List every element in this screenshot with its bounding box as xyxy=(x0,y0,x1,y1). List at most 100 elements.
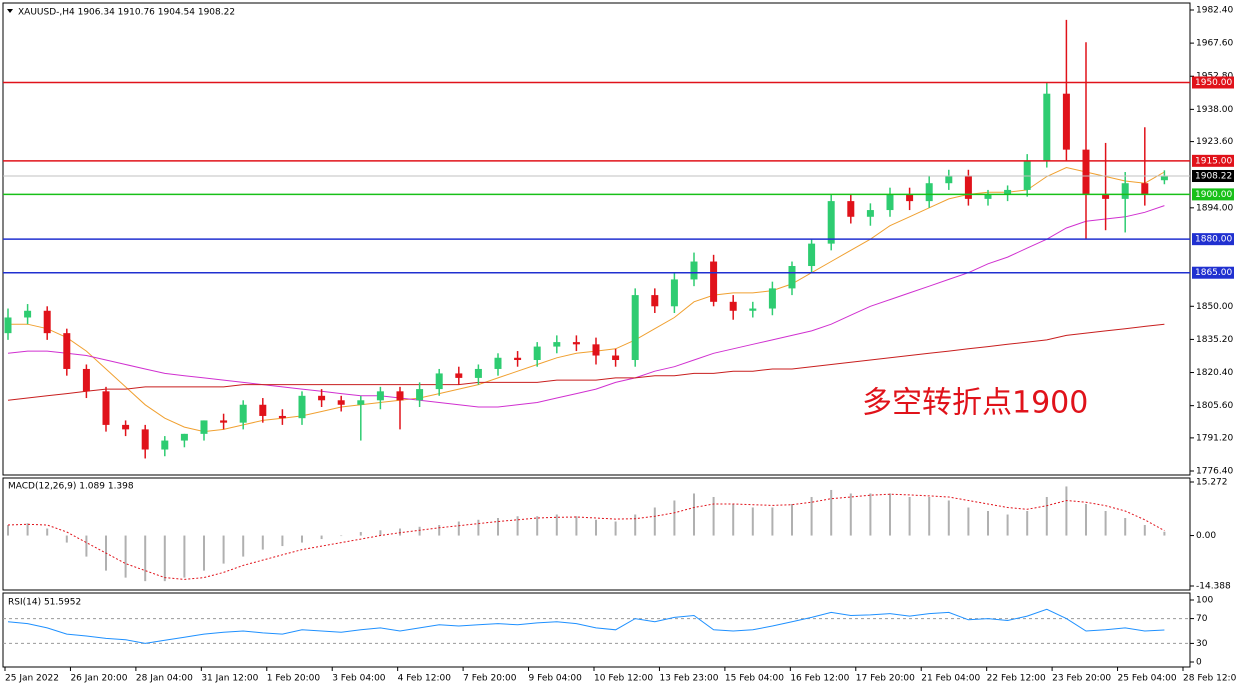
candle-body xyxy=(945,176,953,184)
candle-body xyxy=(925,183,933,202)
candle-body xyxy=(1141,183,1149,195)
candle-body xyxy=(670,279,678,307)
y-tick-label: 1850.00 xyxy=(1196,302,1233,312)
y-tick-label: 70 xyxy=(1196,614,1208,624)
candle-body xyxy=(788,266,796,289)
candle-body xyxy=(1160,176,1168,181)
moving-average xyxy=(7,205,1165,408)
macd-bar xyxy=(438,525,441,536)
symbol-header: XAUUSD-,H4 1906.34 1910.76 1904.54 1908.… xyxy=(18,8,235,18)
y-tick-label: 1982.40 xyxy=(1196,6,1233,16)
x-tick-label: 7 Feb 20:00 xyxy=(463,674,517,684)
macd-bar xyxy=(1006,514,1009,536)
candle-body xyxy=(1043,93,1051,161)
y-tick-label: 1835.20 xyxy=(1196,335,1233,345)
x-tick-label: 1 Feb 20:00 xyxy=(267,674,321,684)
level-label: 1900.00 xyxy=(1195,190,1232,200)
macd-bar xyxy=(673,500,676,536)
candle-body xyxy=(572,342,580,345)
macd-bar xyxy=(751,507,754,536)
x-tick-label: 15 Feb 04:00 xyxy=(725,674,784,684)
macd-bar xyxy=(928,496,931,536)
macd-bar xyxy=(1104,511,1107,536)
x-tick-label: 16 Feb 12:00 xyxy=(790,674,849,684)
macd-bar xyxy=(242,535,245,557)
x-tick-label: 13 Feb 23:00 xyxy=(659,674,718,684)
candle-body xyxy=(768,288,776,309)
macd-bar xyxy=(908,496,911,536)
candle-body xyxy=(710,261,718,302)
macd-bar xyxy=(516,516,519,536)
macd-bar xyxy=(418,526,421,536)
macd-bar xyxy=(614,521,617,536)
macd-bar xyxy=(830,489,833,536)
candle-body xyxy=(337,400,345,405)
candle-body xyxy=(886,194,894,211)
candle-body xyxy=(278,415,286,419)
rsi-line xyxy=(7,608,1165,644)
macd-bar xyxy=(1026,511,1029,536)
candle-body xyxy=(866,210,874,217)
candle-body xyxy=(122,424,130,430)
candle-body xyxy=(651,295,659,307)
level-label: 1950.00 xyxy=(1195,78,1232,88)
macd-bar xyxy=(1124,518,1127,536)
candle-body xyxy=(1062,93,1070,150)
macd-bar xyxy=(771,507,774,536)
candle-body xyxy=(906,194,914,202)
y-tick-label: 1791.20 xyxy=(1196,433,1233,443)
level-tag xyxy=(1192,233,1234,246)
macd-bar xyxy=(399,528,401,536)
macd-label: MACD(12,26,9) 1.089 1.398 xyxy=(8,482,134,492)
macd-bar xyxy=(693,493,695,536)
macd-bar xyxy=(732,503,735,536)
candle-body xyxy=(1023,160,1031,190)
annotation: 多空转折点1900 xyxy=(862,386,1088,421)
candle-body xyxy=(63,333,71,369)
level-tag xyxy=(1192,170,1234,183)
x-tick-label: 4 Feb 12:00 xyxy=(398,674,452,684)
candle-body xyxy=(102,391,110,425)
macd-bar xyxy=(1143,525,1146,536)
candle-body xyxy=(357,400,365,405)
candle-body xyxy=(690,261,698,280)
candle-body xyxy=(220,420,228,423)
candle-body xyxy=(729,301,737,311)
x-tick-label: 28 Feb 12:00 xyxy=(1183,674,1237,684)
moving-average xyxy=(7,323,1165,401)
candle-body xyxy=(1121,183,1129,199)
candle-body xyxy=(200,420,208,434)
macd-bar xyxy=(26,523,29,536)
macd-bar xyxy=(869,493,872,536)
macd-bar xyxy=(261,535,264,550)
macd-bar xyxy=(340,535,343,537)
y-tick-label: 15.272 xyxy=(1196,478,1228,488)
macd-bar xyxy=(849,493,852,536)
y-tick-label: 1938.00 xyxy=(1196,105,1233,115)
rsi-label: RSI(14) 51.5952 xyxy=(8,598,81,608)
y-tick-label: 100 xyxy=(1196,596,1213,606)
macd-bar xyxy=(653,507,656,536)
macd-bar xyxy=(65,535,68,543)
x-tick-label: 21 Feb 04:00 xyxy=(921,674,980,684)
macd-bar xyxy=(46,528,49,536)
level-label: 1880.00 xyxy=(1195,235,1232,245)
macd-bar xyxy=(634,514,637,536)
macd-bar xyxy=(987,511,989,536)
candle-body xyxy=(298,395,306,419)
candle-body xyxy=(494,357,502,369)
candle-body xyxy=(514,357,522,361)
level-label: 1908.22 xyxy=(1195,172,1232,182)
macd-bar xyxy=(124,535,127,578)
y-tick-label: 30 xyxy=(1196,639,1208,649)
candle-body xyxy=(847,201,855,217)
candle-body xyxy=(82,368,90,392)
level-tag xyxy=(1192,266,1234,279)
macd-bar xyxy=(791,503,793,536)
candle-body xyxy=(318,395,326,401)
candle-body xyxy=(474,368,482,378)
macd-bar xyxy=(536,516,539,536)
y-tick-label: 1776.40 xyxy=(1196,467,1233,477)
candle-body xyxy=(455,373,463,378)
y-tick-label: 0 xyxy=(1196,658,1202,668)
